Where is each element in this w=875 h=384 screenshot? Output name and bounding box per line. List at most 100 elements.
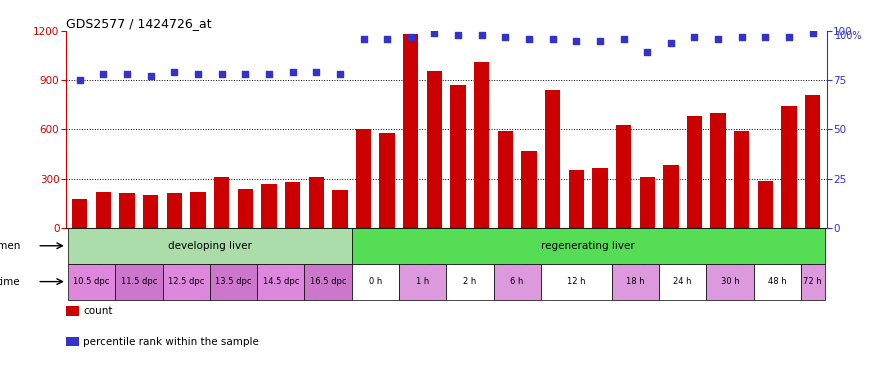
Bar (498, 131, 513, 228)
Text: 14.5 dpc: 14.5 dpc (262, 277, 299, 286)
Bar (734, 131, 750, 228)
Text: count: count (83, 306, 113, 316)
Bar (403, 34, 418, 228)
Text: 18 h: 18 h (626, 277, 645, 286)
Bar (758, 181, 774, 228)
Point (96, 71, 110, 77)
Bar (68, 264, 116, 300)
Bar (167, 192, 182, 228)
Text: 0 h: 0 h (368, 277, 382, 286)
Point (191, 71, 205, 77)
Bar (640, 177, 654, 228)
Text: GDS2577 / 1424726_at: GDS2577 / 1424726_at (66, 17, 211, 30)
Point (73, 77, 87, 83)
Bar (663, 166, 678, 228)
Bar (781, 106, 797, 228)
Point (806, 30, 820, 36)
Point (640, 49, 654, 55)
Bar (257, 264, 304, 300)
Text: 6 h: 6 h (510, 277, 524, 286)
Bar (380, 133, 395, 228)
Text: 100%: 100% (835, 31, 862, 41)
Text: 30 h: 30 h (721, 277, 739, 286)
Point (452, 31, 466, 38)
Bar (399, 264, 446, 300)
Bar (285, 182, 300, 228)
Point (617, 36, 631, 42)
Text: percentile rank within the sample: percentile rank within the sample (83, 337, 259, 347)
Point (356, 36, 370, 42)
Text: time: time (0, 276, 21, 286)
Text: 10.5 dpc: 10.5 dpc (74, 277, 110, 286)
Bar (659, 264, 706, 300)
Point (144, 73, 158, 79)
Point (593, 38, 607, 44)
Bar (451, 85, 466, 228)
Bar (214, 177, 229, 228)
Bar (116, 264, 163, 300)
Point (285, 69, 299, 75)
Text: specimen: specimen (0, 241, 21, 251)
Text: 11.5 dpc: 11.5 dpc (121, 277, 158, 286)
Point (262, 71, 276, 77)
Bar (304, 264, 352, 300)
Point (167, 69, 181, 75)
Point (735, 33, 749, 40)
Bar (493, 264, 541, 300)
Bar (541, 264, 612, 300)
Bar (210, 264, 257, 300)
Text: 12 h: 12 h (567, 277, 585, 286)
Point (499, 33, 513, 40)
Point (759, 33, 773, 40)
Bar (332, 190, 347, 228)
Point (522, 36, 536, 42)
Point (546, 36, 560, 42)
Bar (143, 195, 158, 228)
Point (664, 40, 678, 46)
Bar (72, 199, 88, 228)
Text: 16.5 dpc: 16.5 dpc (310, 277, 347, 286)
Text: 12.5 dpc: 12.5 dpc (168, 277, 205, 286)
Bar (706, 264, 753, 300)
Bar (569, 169, 584, 228)
Point (475, 31, 489, 38)
Bar (68, 228, 352, 264)
Point (332, 71, 346, 77)
Bar (612, 264, 659, 300)
Point (120, 71, 134, 77)
Bar (522, 151, 536, 228)
Bar (687, 116, 702, 228)
Text: 24 h: 24 h (674, 277, 692, 286)
Point (711, 36, 725, 42)
Bar (352, 264, 399, 300)
Bar (309, 177, 324, 228)
Bar (545, 90, 560, 228)
Text: 2 h: 2 h (463, 277, 477, 286)
Bar (95, 192, 111, 228)
Bar (474, 62, 489, 228)
Point (570, 38, 584, 44)
Bar (238, 189, 253, 228)
Bar (592, 168, 607, 228)
Point (214, 71, 228, 77)
Point (427, 30, 441, 36)
Bar (356, 129, 371, 228)
Point (688, 33, 702, 40)
Text: 1 h: 1 h (416, 277, 430, 286)
Point (238, 71, 252, 77)
Text: regenerating liver: regenerating liver (542, 241, 635, 251)
Point (782, 33, 796, 40)
Point (309, 69, 323, 75)
Bar (427, 71, 442, 228)
Bar (163, 264, 210, 300)
Bar (446, 264, 493, 300)
Bar (753, 264, 801, 300)
Bar (352, 228, 824, 264)
Text: 48 h: 48 h (768, 277, 787, 286)
Text: 72 h: 72 h (803, 277, 822, 286)
Text: developing liver: developing liver (168, 241, 252, 251)
Bar (191, 192, 206, 228)
Bar (119, 192, 135, 228)
Bar (262, 184, 276, 228)
Bar (801, 264, 824, 300)
